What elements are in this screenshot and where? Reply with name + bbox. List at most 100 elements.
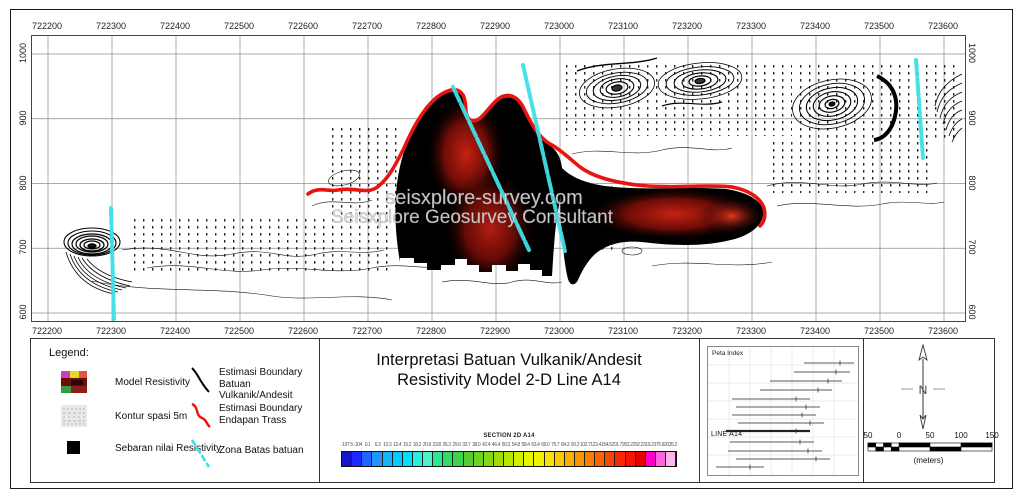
peta-index-title: Peta Index <box>712 350 744 357</box>
legend-label-zona-batas: Zona Batas batuan <box>219 445 304 456</box>
y-axis-tick-label: 800 <box>18 174 28 191</box>
north-arrow-icon <box>901 343 945 430</box>
left-contour-cluster <box>63 227 133 295</box>
x-axis-tick-label: 723600 <box>927 21 959 31</box>
colorbar-cell <box>655 452 666 466</box>
y-axis-tick-label: 700 <box>18 239 28 255</box>
legend-box: Legend: Model Resistivity <box>31 339 319 482</box>
colorbar-cell <box>544 452 555 466</box>
sheet-outer-border <box>10 9 1013 489</box>
colorbar-tick-label: 38.0 <box>472 442 481 448</box>
x-axis-tick-label: 722600 <box>287 21 319 31</box>
colorbar-cell <box>615 452 626 466</box>
colorbar-cell <box>534 452 545 466</box>
legend-label-kontur: Kontur spasi 5m <box>115 411 188 422</box>
x-axis-tick-label: 722300 <box>95 21 127 31</box>
colorbar-tick-label: 10.3 <box>383 442 392 448</box>
x-axis-tick-label: 723400 <box>799 21 831 31</box>
survey-lines <box>716 360 854 470</box>
x-axis-tick-label: 722900 <box>479 21 511 31</box>
x-axis-tick-label: 723300 <box>735 326 767 336</box>
y-axis-tick-label: 900 <box>967 110 977 126</box>
peta-index-panel: Peta Index LINE A14 <box>699 339 863 482</box>
colorbar-cell <box>392 452 403 466</box>
colorbar-cell <box>412 452 423 466</box>
y-axis-tick-label: 700 <box>967 239 977 255</box>
x-axis-tick-label: 722800 <box>415 21 447 31</box>
peta-line-a14-label: LINE A14 <box>711 431 743 438</box>
x-axis-tick-label: 723000 <box>543 326 575 336</box>
colorbar-cell <box>362 452 373 466</box>
colorbar-cell <box>605 452 616 466</box>
andesite-body-right-lobe <box>560 168 764 285</box>
colorbar-tick-label: 201.7 <box>611 442 622 448</box>
footer-divider-3 <box>863 339 864 482</box>
colorbar-cell <box>342 452 353 466</box>
colorbar-tick-label: 54.8 <box>511 442 521 448</box>
colorbar-tick-label: 63.4 <box>531 442 540 448</box>
colorbar-cell <box>483 452 494 466</box>
colorbar-cell <box>524 452 535 466</box>
title-block: Interpretasi Batuan Vulkanik/Andesit Res… <box>319 339 699 482</box>
colorbar-cell <box>382 452 393 466</box>
x-axis-tick-label: 722200 <box>31 326 63 336</box>
colorbar-tick-label: 319.2 <box>643 442 654 448</box>
colorbar-tick-label: 93.3 <box>570 442 580 448</box>
scale-label-0: 0 <box>896 431 902 440</box>
x-axis-tick-label: 723500 <box>863 21 895 31</box>
colorbar-tick-labels: -197.5 -104 0.1 6.3 10.3 12.4 15.2 18.2 20.9 23.8… <box>341 442 677 449</box>
x-axis-tick-label: 722700 <box>351 326 383 336</box>
colorbar <box>341 451 677 467</box>
colorbar-cell <box>504 452 515 466</box>
colorbar-cell <box>574 452 585 466</box>
legend-label-model-resistivity: Model Resistivity <box>115 377 191 388</box>
colorbar-tick-label: 154.5 <box>600 442 612 448</box>
scale-label-50-left: 50 <box>863 431 873 440</box>
resistivity-point-square-icon <box>67 441 80 454</box>
colorbar-tick-label: -197.5 <box>341 442 353 448</box>
black-boundary-line-icon <box>191 367 210 393</box>
y-axis-tick-label: 1000 <box>18 42 28 64</box>
y-axis-tick-label: 600 <box>18 304 28 320</box>
x-axis-tick-label: 722400 <box>159 21 191 31</box>
colorbar-tick-label: 15.2 <box>403 442 412 448</box>
colorbar-tick-label: 29.6 <box>452 442 461 448</box>
peta-index-box: Peta Index LINE A14 <box>707 346 859 476</box>
colorbar-tick-label: 6.3 <box>374 442 381 448</box>
y-axis-tick-label: 1000 <box>967 42 977 64</box>
watermark-line2: Seisxplore Geosurvey Consultant <box>331 207 614 228</box>
y-axis-tick-label: 800 <box>967 174 977 191</box>
x-axis-tick-label: 722400 <box>159 326 191 336</box>
colorbar-tick-label: 20.9 <box>422 442 432 448</box>
legend-label-boundary-trass: Estimasi Boundary Endapan Trass <box>219 403 303 426</box>
colorbar-cell <box>635 452 646 466</box>
section-artwork: seisxplore-survey.com Seisxplore Geosurv… <box>32 36 965 321</box>
colorbar-tick-label: 263.2 <box>621 442 633 448</box>
colorbar-cell <box>372 452 383 466</box>
legend-label-boundary-vulkanik: Estimasi Boundary Batuan Vulkanik/Andesi… <box>219 367 303 401</box>
north-label: N <box>918 383 928 397</box>
y-axis-tick-label: 900 <box>18 110 28 126</box>
colorbar-cell <box>625 452 636 466</box>
colorbar-tick-label: 102.7 <box>579 442 591 448</box>
rock-boundary-zone-lines <box>109 58 925 321</box>
watermark: seisxplore-survey.com Seisxplore Geosurv… <box>331 187 614 228</box>
x-axis-tick-label: 722500 <box>223 21 255 31</box>
colorbar-cell <box>493 452 504 466</box>
colorbar-title: SECTION 2D A14 <box>483 433 535 439</box>
colorbar-cell <box>564 452 575 466</box>
x-axis-tick-label: 722800 <box>415 326 447 336</box>
colorbar-tick-label: 23.8 <box>432 442 442 448</box>
x-axis-tick-label: 722700 <box>351 21 383 31</box>
colorbar-tick-label: 12.4 <box>393 442 402 448</box>
colorbar-cell <box>433 452 444 466</box>
colorbar-tick-label: 123.4 <box>590 442 601 448</box>
colorbar-tick-label: 375.9 <box>653 442 665 448</box>
top-contour-clusters <box>576 57 743 109</box>
colorbar-tick-label: 69.0 <box>541 442 550 448</box>
north-arrow-and-scalebar <box>867 343 993 452</box>
colorbar-tick-label: 46.4 <box>491 442 501 448</box>
scale-label-100: 100 <box>954 431 968 440</box>
x-axis-tick-label: 723500 <box>863 326 895 336</box>
colorbar-tick-label: 33.7 <box>462 442 471 448</box>
